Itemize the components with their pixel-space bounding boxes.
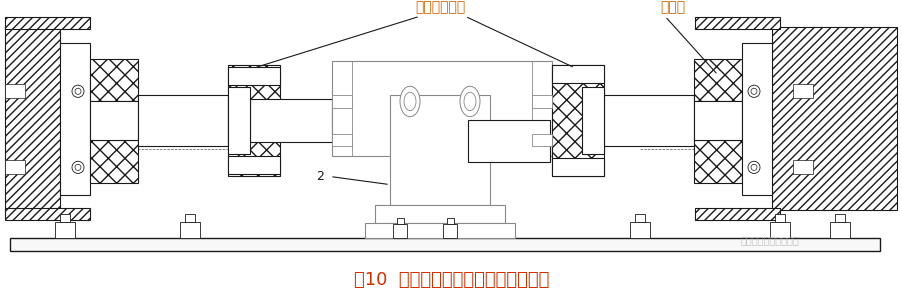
Bar	[634, 214, 644, 222]
Bar	[332, 134, 352, 146]
Bar	[829, 222, 849, 238]
Bar	[551, 158, 603, 176]
Bar	[5, 17, 90, 29]
Bar	[446, 218, 454, 224]
Bar	[694, 59, 741, 101]
Text: 智能紧固件及紧固工具: 智能紧固件及紧固工具	[740, 236, 798, 246]
Circle shape	[72, 161, 84, 173]
Bar	[630, 222, 649, 238]
Bar	[582, 87, 603, 154]
Bar	[531, 95, 551, 108]
Circle shape	[75, 164, 81, 170]
Bar	[60, 214, 70, 222]
Bar	[467, 120, 549, 162]
Circle shape	[747, 161, 759, 173]
Bar	[227, 67, 280, 85]
Bar	[374, 205, 504, 223]
Bar	[392, 224, 407, 238]
Bar	[771, 27, 896, 210]
Bar	[694, 101, 741, 140]
Bar	[227, 156, 280, 175]
Bar	[227, 87, 250, 154]
Bar	[60, 43, 90, 195]
Ellipse shape	[403, 92, 416, 111]
Bar	[179, 222, 199, 238]
Circle shape	[747, 85, 759, 97]
Bar	[332, 61, 551, 156]
Bar	[332, 95, 352, 108]
Bar	[397, 218, 403, 224]
Ellipse shape	[464, 92, 475, 111]
Bar	[5, 208, 90, 220]
Bar	[531, 134, 551, 146]
Bar	[551, 65, 603, 176]
Bar	[227, 65, 280, 176]
Bar	[390, 95, 490, 205]
Bar	[741, 43, 771, 195]
Bar	[55, 222, 75, 238]
Bar	[138, 95, 227, 146]
Bar	[694, 140, 741, 183]
Circle shape	[750, 164, 756, 170]
Circle shape	[72, 85, 84, 97]
Text: 图10  轴式不带底座扭矩传感器结构图: 图10 轴式不带底座扭矩传感器结构图	[354, 271, 548, 289]
Bar	[90, 59, 138, 101]
Bar	[774, 214, 784, 222]
Bar	[603, 95, 694, 146]
Bar	[792, 160, 812, 175]
Bar	[834, 214, 844, 222]
Bar	[5, 160, 25, 175]
Bar	[90, 140, 138, 183]
Bar	[769, 222, 789, 238]
Ellipse shape	[459, 86, 480, 117]
Bar	[10, 238, 879, 251]
Circle shape	[75, 88, 81, 94]
Text: 轴承座: 轴承座	[659, 0, 685, 14]
Bar	[5, 84, 25, 98]
Bar	[364, 223, 514, 238]
Bar	[792, 84, 812, 98]
Bar	[443, 224, 456, 238]
Circle shape	[750, 88, 756, 94]
Text: 单膜片联轴器: 单膜片联轴器	[414, 0, 465, 14]
Bar	[250, 99, 332, 142]
Bar	[5, 27, 60, 210]
Bar	[695, 17, 779, 29]
Text: 2: 2	[316, 170, 324, 183]
Bar	[551, 65, 603, 83]
Ellipse shape	[400, 86, 419, 117]
Bar	[695, 208, 779, 220]
Bar	[185, 214, 195, 222]
Bar	[90, 101, 138, 140]
